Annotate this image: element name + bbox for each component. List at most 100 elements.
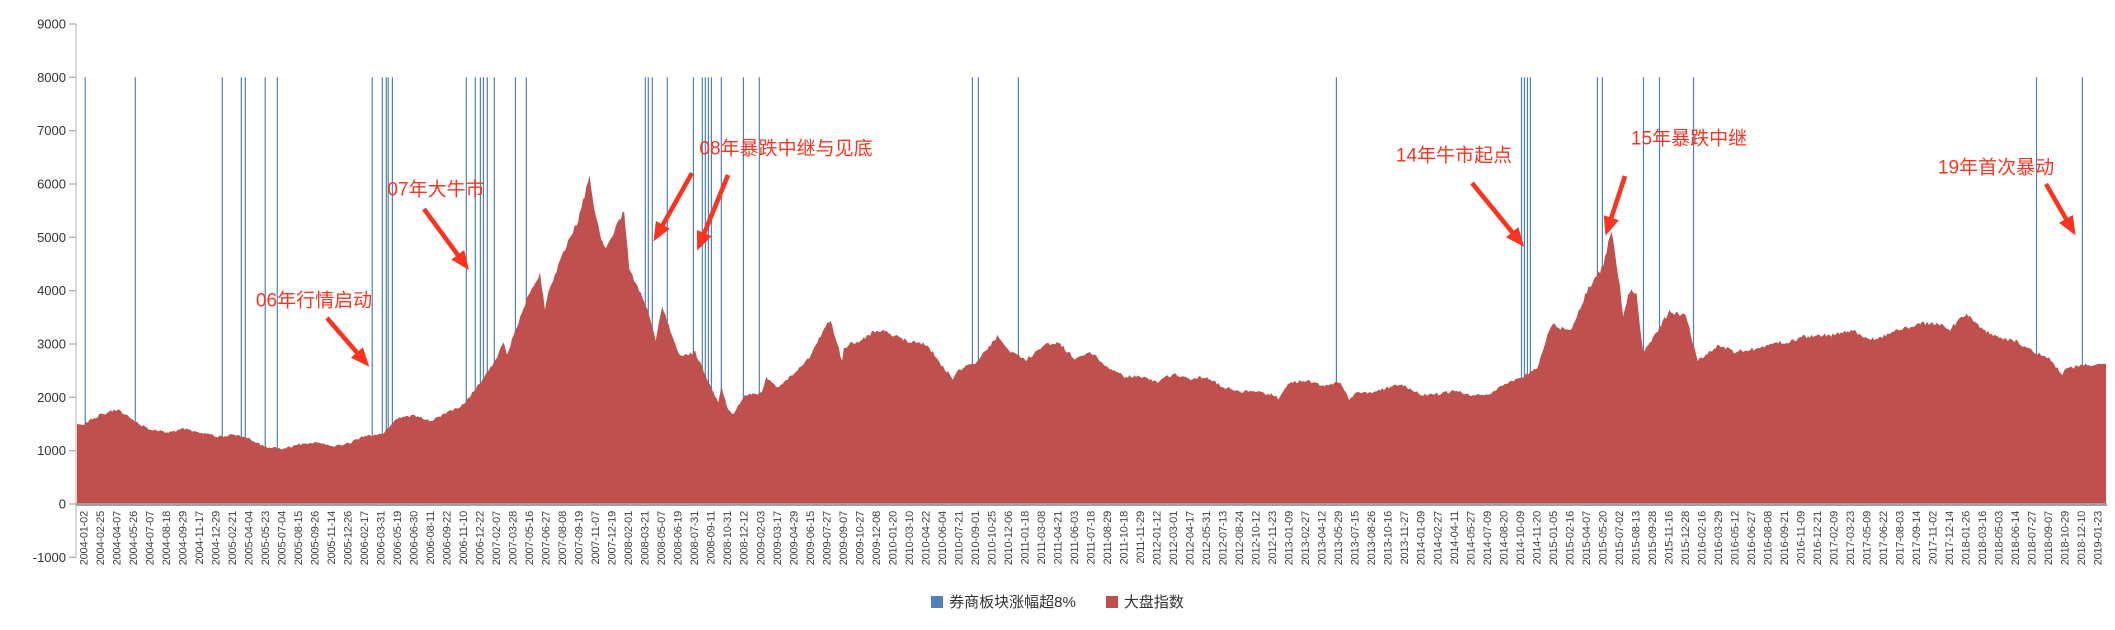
annotation-arrow bbox=[2044, 182, 2076, 236]
x-tick-label: 2008-03-21 bbox=[640, 511, 652, 565]
x-tick-label: 2006-12-22 bbox=[475, 511, 487, 565]
annotation-arrow bbox=[325, 316, 370, 367]
x-tick-label: 2012-10-12 bbox=[1251, 511, 1263, 565]
annotation-label: 19年首次暴动 bbox=[1937, 157, 2055, 179]
x-tick-label: 2016-12-21 bbox=[1812, 511, 1824, 565]
x-tick-label: 2018-01-26 bbox=[1961, 511, 1973, 565]
x-tick-label: 2017-05-09 bbox=[1862, 511, 1874, 565]
x-tick-label: 2017-11-02 bbox=[1928, 511, 1940, 565]
x-tick-label: 2007-02-07 bbox=[491, 511, 503, 565]
x-tick-label: 2012-11-23 bbox=[1267, 511, 1279, 565]
x-tick-label: 2017-09-14 bbox=[1911, 511, 1923, 565]
x-tick-label: 2018-10-29 bbox=[2060, 511, 2072, 565]
x-tick-label: 2009-09-07 bbox=[838, 511, 850, 565]
x-tick-label: 2004-07-07 bbox=[144, 511, 156, 565]
x-tick-label: 2010-10-25 bbox=[986, 511, 998, 565]
legend-swatch-blue bbox=[931, 595, 944, 608]
x-tick-label: 2007-11-07 bbox=[590, 511, 602, 565]
y-tick-label: 5000 bbox=[37, 230, 66, 245]
annotation-label: 14年牛市起点 bbox=[1395, 145, 1513, 167]
x-tick-label: 2004-01-02 bbox=[78, 511, 90, 565]
x-tick-label: 2010-06-04 bbox=[937, 511, 949, 565]
annotation-arrow bbox=[1470, 181, 1525, 247]
x-tick-label: 2013-11-27 bbox=[1399, 511, 1411, 565]
x-tick-label: 2014-02-27 bbox=[1432, 511, 1444, 565]
y-tick-label: -1000 bbox=[33, 550, 66, 565]
x-tick-label: 2015-12-28 bbox=[1680, 511, 1692, 565]
x-tick-label: 2010-12-06 bbox=[1003, 511, 1015, 565]
x-tick-label: 2015-09-28 bbox=[1647, 511, 1659, 565]
x-tick-label: 2014-07-09 bbox=[1482, 511, 1494, 565]
y-tick-label: 9000 bbox=[37, 17, 66, 32]
x-tick-label: 2018-12-10 bbox=[2076, 511, 2088, 565]
x-tick-label: 2005-02-21 bbox=[227, 511, 239, 565]
x-tick-label: 2005-11-14 bbox=[326, 511, 338, 565]
x-tick-label: 2011-07-18 bbox=[1086, 511, 1098, 565]
x-tick-label: 2005-05-23 bbox=[260, 511, 272, 565]
x-tick-label: 2007-06-27 bbox=[541, 511, 553, 565]
x-tick-label: 2014-08-20 bbox=[1498, 511, 1510, 565]
x-axis-line bbox=[76, 503, 2107, 506]
x-tick-label: 2009-06-15 bbox=[805, 511, 817, 565]
x-tick-label: 2004-05-26 bbox=[128, 511, 140, 565]
x-tick-label: 2006-06-30 bbox=[409, 511, 421, 565]
x-tick-label: 2012-08-24 bbox=[1234, 511, 1246, 565]
x-tick-label: 2010-04-22 bbox=[920, 511, 932, 565]
x-tick-label: 2018-03-16 bbox=[1977, 511, 1989, 565]
x-tick-label: 2005-09-26 bbox=[309, 511, 321, 565]
x-tick-label: 2013-01-09 bbox=[1284, 511, 1296, 565]
y-tick-label: 7000 bbox=[37, 123, 66, 138]
x-tick-label: 2009-03-17 bbox=[772, 511, 784, 565]
x-tick-label: 2012-05-31 bbox=[1201, 511, 1213, 565]
x-tick-label: 2004-09-29 bbox=[177, 511, 189, 565]
y-tick-label: 2000 bbox=[37, 390, 66, 405]
x-tick-label: 2006-08-11 bbox=[425, 511, 437, 565]
x-tick-label: 2004-11-17 bbox=[194, 511, 206, 565]
x-tick-label: 2007-08-08 bbox=[557, 511, 569, 565]
x-tick-label: 2008-02-01 bbox=[623, 511, 635, 565]
x-tick-label: 2019-01-23 bbox=[2093, 511, 2105, 565]
x-tick-label: 2006-09-22 bbox=[442, 511, 454, 565]
x-tick-label: 2004-12-29 bbox=[210, 511, 222, 565]
x-tick-label: 2005-04-04 bbox=[243, 511, 255, 565]
x-tick-label: 2014-05-27 bbox=[1465, 511, 1477, 565]
x-tick-label: 2017-12-14 bbox=[1944, 511, 1956, 565]
index-area-series bbox=[77, 175, 2106, 504]
x-tick-label: 2016-02-16 bbox=[1697, 511, 1709, 565]
x-tick-label: 2011-03-08 bbox=[1036, 511, 1048, 565]
x-tick-label: 2018-06-14 bbox=[2010, 511, 2022, 565]
x-tick-label: 2015-02-16 bbox=[1564, 511, 1576, 565]
y-tick-label: 0 bbox=[59, 496, 66, 511]
x-tick-label: 2012-04-17 bbox=[1185, 511, 1197, 565]
y-tick-label: 3000 bbox=[37, 336, 66, 351]
x-tick-label: 2008-09-11 bbox=[706, 511, 718, 565]
x-tick-label: 2013-05-29 bbox=[1333, 511, 1345, 565]
chart-legend: 券商板块涨幅超8% 大盘指数 bbox=[0, 591, 2115, 612]
x-tick-label: 2018-07-27 bbox=[2027, 511, 2039, 565]
y-tick-label: 4000 bbox=[37, 283, 66, 298]
x-tick-label: 2011-04-21 bbox=[1053, 511, 1065, 565]
x-tick-label: 2010-01-20 bbox=[887, 511, 899, 565]
legend-item-broker-events: 券商板块涨幅超8% bbox=[931, 591, 1076, 612]
x-tick-label: 2009-10-27 bbox=[854, 511, 866, 565]
x-tick-label: 2010-09-01 bbox=[970, 511, 982, 565]
x-tick-label: 2016-09-21 bbox=[1779, 511, 1791, 565]
x-tick-label: 2015-01-05 bbox=[1548, 511, 1560, 565]
annotation-label: 06年行情启动 bbox=[255, 290, 373, 312]
annotation-label: 07年大牛市 bbox=[387, 179, 485, 201]
x-tick-label: 2004-08-18 bbox=[161, 511, 173, 565]
x-tick-label: 2015-04-07 bbox=[1581, 511, 1593, 565]
x-tick-label: 2013-04-12 bbox=[1317, 511, 1329, 565]
x-tick-label: 2005-08-15 bbox=[293, 511, 305, 565]
x-tick-label: 2016-05-12 bbox=[1730, 511, 1742, 565]
x-tick-label: 2013-10-16 bbox=[1383, 511, 1395, 565]
x-tick-label: 2007-12-19 bbox=[607, 511, 619, 565]
x-tick-label: 2011-10-18 bbox=[1119, 511, 1131, 565]
annotation-arrow bbox=[422, 207, 469, 271]
x-tick-label: 2011-06-03 bbox=[1069, 511, 1081, 565]
x-tick-label: 2008-05-07 bbox=[656, 511, 668, 565]
x-tick-label: 2014-11-20 bbox=[1531, 511, 1543, 565]
x-tick-label: 2012-07-13 bbox=[1218, 511, 1230, 565]
